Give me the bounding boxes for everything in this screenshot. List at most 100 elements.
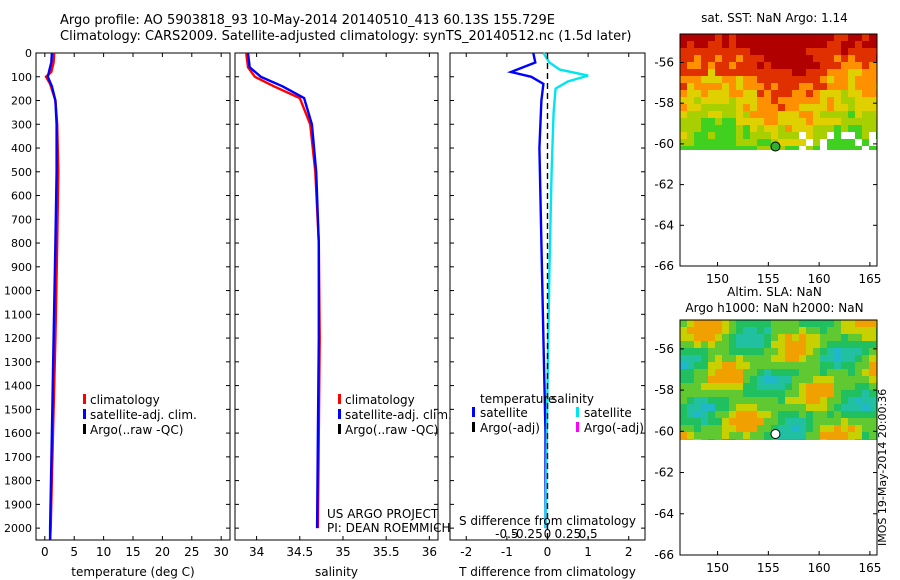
field-cell (792, 320, 799, 327)
field-cell (729, 76, 736, 83)
field-cell (771, 320, 778, 327)
field-cell (820, 341, 827, 348)
field-cell (729, 341, 736, 348)
field-cell (771, 104, 778, 111)
field-cell (834, 69, 841, 76)
x-tick-label: 160 (808, 272, 831, 286)
field-cell (743, 341, 750, 348)
field-cell (869, 320, 876, 327)
field-cell (750, 432, 757, 439)
field-cell (785, 104, 792, 111)
field-cell (862, 118, 869, 125)
field-cell (799, 418, 806, 425)
field-cell (848, 397, 855, 404)
field-cell (694, 383, 701, 390)
field-cell (764, 125, 771, 132)
field-cell (862, 348, 869, 355)
field-cell (764, 348, 771, 355)
field-cell (841, 132, 848, 139)
y-tick-label: 0 (25, 47, 32, 60)
field-cell (869, 55, 876, 62)
field-cell (680, 132, 687, 139)
field-cell (708, 83, 715, 90)
field-cell (715, 390, 722, 397)
field-cell (722, 425, 729, 432)
field-cell (827, 55, 834, 62)
project-note: US ARGO PROJECT (327, 507, 439, 521)
field-cell (841, 55, 848, 62)
legend-swatch (83, 409, 86, 419)
field-cell (694, 111, 701, 118)
field-cell (778, 90, 785, 97)
field-cell (862, 34, 869, 41)
y-tick-label: -62 (654, 178, 674, 192)
field-cell (813, 132, 820, 139)
field-cell (680, 341, 687, 348)
field-cell (848, 425, 855, 432)
field-cell (764, 76, 771, 83)
field-cell (827, 425, 834, 432)
field-cell (785, 34, 792, 41)
field-cell (750, 111, 757, 118)
field-cell (701, 111, 708, 118)
field-cell (806, 411, 813, 418)
field-cell (862, 132, 869, 139)
field-cell (848, 97, 855, 104)
field-cell (785, 341, 792, 348)
field-cell (855, 55, 862, 62)
field-cell (715, 397, 722, 404)
field-cell (778, 41, 785, 48)
field-cell (855, 41, 862, 48)
field-cell (778, 62, 785, 69)
field-cell (792, 55, 799, 62)
field-cell (687, 341, 694, 348)
field-cell (855, 320, 862, 327)
field-cell (827, 62, 834, 69)
field-cell (729, 118, 736, 125)
field-cell (771, 327, 778, 334)
series-line-satellite-adj-clim- (246, 52, 320, 529)
field-cell (862, 411, 869, 418)
field-cell (757, 362, 764, 369)
field-cell (722, 355, 729, 362)
field-cell (764, 62, 771, 69)
field-cell (764, 132, 771, 139)
field-cell (701, 390, 708, 397)
field-cell (820, 355, 827, 362)
field-cell (827, 146, 834, 150)
field-cell (708, 111, 715, 118)
field-cell (680, 376, 687, 383)
field-cell (736, 439, 743, 440)
field-cell (820, 404, 827, 411)
profile-location-marker (770, 141, 781, 152)
field-cell (841, 383, 848, 390)
field-cell (694, 125, 701, 132)
legend-label: satellite (480, 406, 528, 420)
field-cell (792, 111, 799, 118)
field-cell (799, 439, 806, 440)
field-cell (848, 34, 855, 41)
field-cell (792, 355, 799, 362)
field-cell (778, 432, 785, 439)
field-cell (848, 418, 855, 425)
field-cell (722, 76, 729, 83)
field-cell (778, 418, 785, 425)
field-cell (792, 41, 799, 48)
field-cell (862, 376, 869, 383)
field-cell (862, 432, 869, 439)
field-cell (764, 411, 771, 418)
field-cell (708, 362, 715, 369)
field-cell (778, 111, 785, 118)
field-cell (743, 404, 750, 411)
field-cell (701, 76, 708, 83)
field-cell (715, 418, 722, 425)
field-cell (708, 383, 715, 390)
field-cell (813, 397, 820, 404)
field-cell (701, 41, 708, 48)
field-cell (729, 390, 736, 397)
x-tick-label-sal: -0.25 (512, 527, 543, 541)
field-cell (764, 97, 771, 104)
field-cell (687, 439, 694, 440)
field-cell (715, 320, 722, 327)
field-cell (722, 341, 729, 348)
